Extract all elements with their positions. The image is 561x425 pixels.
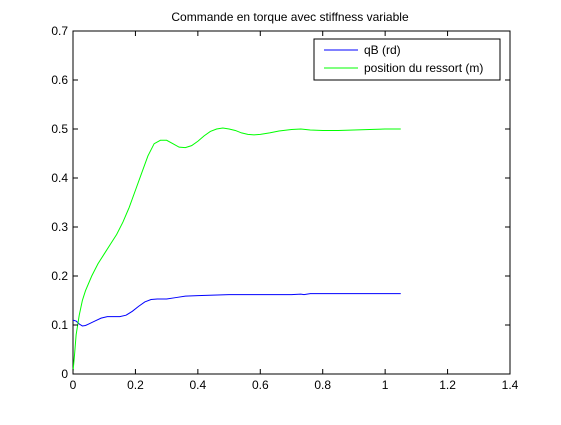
- y-tick-label: 0.4: [51, 171, 68, 185]
- x-tick-label: 0.2: [127, 378, 144, 392]
- series-line-1: [72, 127, 401, 372]
- plot-area: [72, 30, 511, 375]
- series-line-0: [72, 293, 401, 327]
- legend-label-1: position du ressort (m): [364, 61, 483, 75]
- y-tick-label: 0.1: [51, 318, 68, 332]
- series-layer: [72, 127, 401, 372]
- legend-label-0: qB (rd): [364, 43, 401, 57]
- y-tick-label: 0.5: [51, 122, 68, 136]
- y-tick-label: 0.7: [51, 24, 68, 38]
- x-tick-label: 1.2: [439, 378, 456, 392]
- y-tick-label: 0: [61, 367, 68, 381]
- axes-layer: 0 0.2 0.4 0.6 0.8 1 1.2 1.4 0 0.1 0.2 0.3 0.4 0.5 0.6 0…: [51, 24, 518, 392]
- x-tick-label: 1.4: [502, 378, 519, 392]
- legend: qB (rd) position du ressort (m): [313, 38, 501, 81]
- y-tick-label: 0.6: [51, 73, 68, 87]
- x-tick-label: 0.6: [252, 378, 269, 392]
- y-tick-label: 0.2: [51, 269, 68, 283]
- chart-title: Commande en torque avec stiffness variab…: [171, 10, 409, 24]
- x-tick-label: 1: [382, 378, 389, 392]
- x-tick-label: 0.8: [314, 378, 331, 392]
- x-tick-label: 0.4: [190, 378, 207, 392]
- y-tick-label: 0.3: [51, 220, 68, 234]
- legend-box: [313, 38, 501, 81]
- x-tick-label: 0: [70, 378, 77, 392]
